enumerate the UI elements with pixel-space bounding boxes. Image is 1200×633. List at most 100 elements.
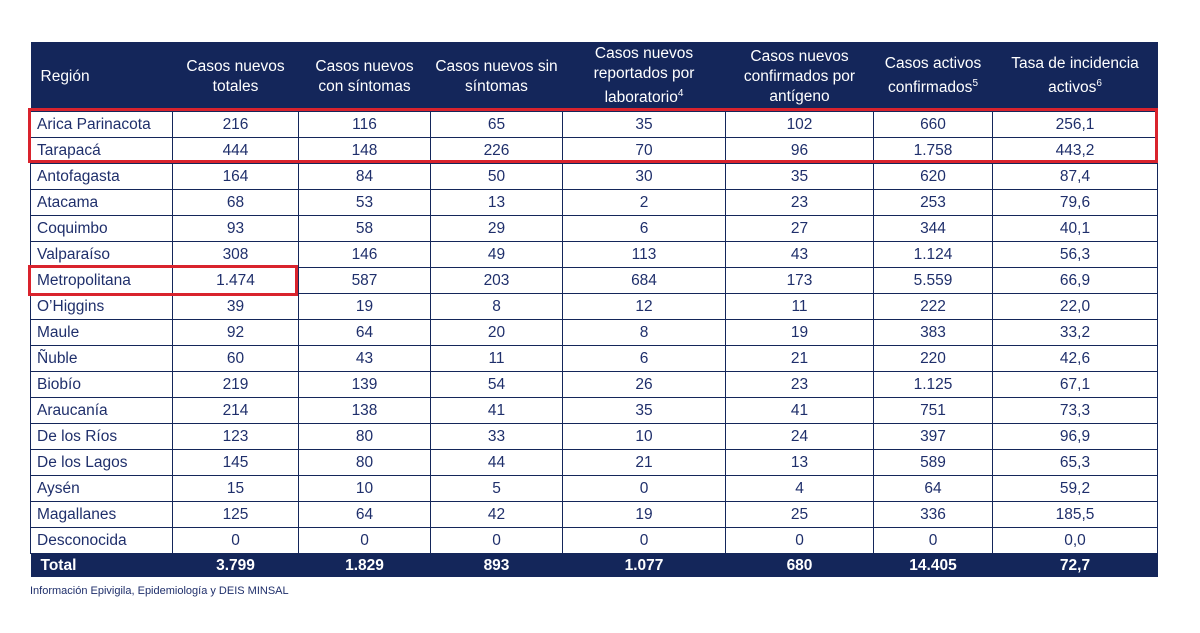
cell: 214 [172,397,299,424]
total-cell: 72,7 [992,553,1158,577]
cell: 146 [298,241,431,268]
total-cell: 893 [430,553,563,577]
cell: 24 [725,423,874,450]
cell: 87,4 [992,163,1158,190]
footnote-ref: 4 [677,88,684,100]
cell: 33 [430,423,563,450]
cell: 256,1 [992,111,1158,138]
region-row: De los Ríos 123 80 33 10 24 397 96,9 [30,423,1158,450]
cell: 96 [725,137,874,164]
cell: 4 [725,475,874,502]
cell: 35 [725,163,874,190]
cell: 53 [298,189,431,216]
table-body: Arica Parinacota 216 116 65 35 102 660 256,1 Tar… [30,111,1158,577]
cell: 148 [298,137,431,164]
cell: 10 [562,423,726,450]
region-row: Magallanes 125 64 42 19 25 336 185,5 [30,501,1158,528]
cell: 173 [725,267,874,294]
cell: 684 [562,267,726,294]
cell: 0 [172,527,299,554]
cell: 59,2 [992,475,1158,502]
region-name: Arica Parinacota [30,111,173,138]
region-row: Valparaíso 308 146 49 113 43 1.124 56,3 [30,241,1158,268]
region-row: O’Higgins 39 19 8 12 11 222 22,0 [30,293,1158,320]
cell: 41 [430,397,563,424]
cell: 10 [298,475,431,502]
total-cell: 3.799 [172,553,299,577]
region-row: Aysén 15 10 5 0 4 64 59,2 [30,475,1158,502]
region-name: O’Higgins [30,293,173,320]
cell: 64 [298,319,431,346]
cell: 41 [725,397,874,424]
cell: 40,1 [992,215,1158,242]
cell: 43 [725,241,874,268]
total-cell: 680 [725,553,874,577]
column-header: Casos nuevos totales [172,42,299,112]
region-name: Valparaíso [30,241,173,268]
cell: 96,9 [992,423,1158,450]
cell: 66,9 [992,267,1158,294]
cell: 30 [562,163,726,190]
cell: 5.559 [873,267,993,294]
cell: 29 [430,215,563,242]
cell: 11 [430,345,563,372]
header-text: Casos nuevos totales [186,57,285,95]
cell: 20 [430,319,563,346]
cell: 84 [298,163,431,190]
cell: 19 [562,501,726,528]
cell: 8 [430,293,563,320]
region-row: Tarapacá 444 148 226 70 96 1.758 443,2 [30,137,1158,164]
cell: 308 [172,241,299,268]
cell: 65 [430,111,563,138]
cell: 22,0 [992,293,1158,320]
cell: 13 [725,449,874,476]
total-cell: 1.077 [562,553,726,577]
cell: 116 [298,111,431,138]
header-text: Casos activos confirmados [884,55,982,97]
cell: 0,0 [992,527,1158,554]
cell: 93 [172,215,299,242]
region-row: Atacama 68 53 13 2 23 253 79,6 [30,189,1158,216]
cell: 25 [725,501,874,528]
cell: 6 [562,215,726,242]
cell: 64 [873,475,993,502]
cell: 383 [873,319,993,346]
header-text: Casos nuevos sin síntomas [435,57,558,95]
region-name: Metropolitana [30,267,173,294]
cell: 12 [562,293,726,320]
cell: 65,3 [992,449,1158,476]
footnote-ref: 6 [1096,78,1102,90]
region-row: Metropolitana 1.474 587 203 684 173 5.559 66,9 [30,267,1158,294]
cell: 21 [725,345,874,372]
cell: 587 [298,267,431,294]
column-header: Casos nuevos reportados por laboratorio4 [562,42,726,112]
region-row: De los Lagos 145 80 44 21 13 589 65,3 [30,449,1158,476]
cell: 6 [562,345,726,372]
cell: 444 [172,137,299,164]
cell: 50 [430,163,563,190]
column-header: Casos nuevos confirmados por antígeno [725,42,874,112]
column-header: Tasa de incidencia activos6 [992,42,1158,112]
cell: 26 [562,371,726,398]
region-name: Maule [30,319,173,346]
region-row: Araucanía 214 138 41 35 41 751 73,3 [30,397,1158,424]
cell: 0 [562,527,726,554]
cell: 49 [430,241,563,268]
region-row: Desconocida 0 0 0 0 0 0 0,0 [30,527,1158,554]
total-cell: 1.829 [298,553,431,577]
cell: 21 [562,449,726,476]
region-row: Biobío 219 139 54 26 23 1.125 67,1 [30,371,1158,398]
cell: 2 [562,189,726,216]
region-row: Antofagasta 164 84 50 30 35 620 87,4 [30,163,1158,190]
cell: 123 [172,423,299,450]
cell: 68 [172,189,299,216]
cell: 253 [873,189,993,216]
cell: 145 [172,449,299,476]
cell: 222 [873,293,993,320]
cell: 397 [873,423,993,450]
cell: 1.124 [873,241,993,268]
cell: 620 [873,163,993,190]
header-text: Región [40,67,90,85]
cell: 660 [873,111,993,138]
